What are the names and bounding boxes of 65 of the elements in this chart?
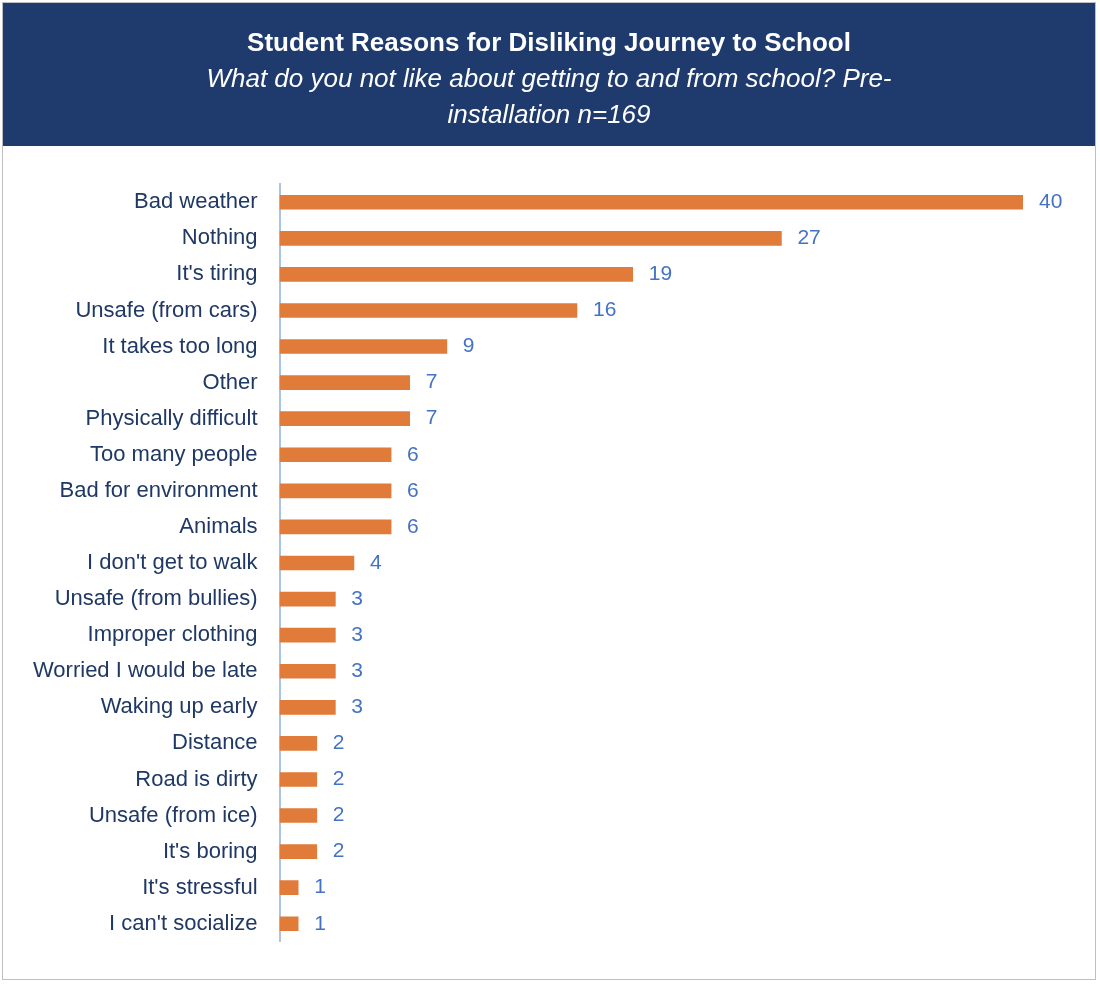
- bar: [279, 230, 782, 246]
- y-tick-label: It takes too long: [102, 332, 258, 358]
- bar: [279, 267, 634, 282]
- data-label: 1: [314, 874, 326, 898]
- y-tick-label: Distance: [172, 729, 258, 755]
- y-tick-label: It's boring: [162, 837, 258, 863]
- data-label: 2: [332, 838, 345, 862]
- y-tick-label: Other: [202, 368, 258, 394]
- bar: [279, 519, 392, 535]
- y-tick-label: Bad weather: [134, 188, 258, 214]
- data-label: 6: [407, 513, 419, 537]
- y-tick-label: It's stressful: [142, 873, 258, 899]
- bar: [279, 303, 578, 318]
- data-label: 9: [462, 333, 475, 357]
- bar: [279, 916, 299, 932]
- data-label: 4: [369, 549, 382, 573]
- data-label: 6: [407, 477, 419, 501]
- y-tick-label: Road is dirty: [135, 765, 258, 791]
- bar: [279, 808, 318, 823]
- y-tick-label: Physically difficult: [85, 404, 258, 430]
- y-tick-label: It's tiring: [176, 260, 258, 286]
- bar: [279, 699, 336, 715]
- chart-title: Student Reasons for Disliking Journey to School: [246, 27, 852, 58]
- data-label: 27: [797, 225, 821, 249]
- data-label: 3: [351, 658, 364, 682]
- data-label: 2: [332, 802, 345, 826]
- bar: [279, 627, 336, 643]
- data-label: 1: [314, 910, 326, 934]
- bar: [279, 772, 318, 787]
- y-tick-label: Worried I would be late: [32, 657, 258, 683]
- y-tick-label: Too many people: [90, 440, 258, 466]
- data-label: 2: [332, 730, 345, 754]
- data-label: 2: [332, 766, 345, 790]
- data-label: 3: [351, 585, 364, 609]
- bar: [279, 194, 1023, 210]
- data-label: 19: [648, 261, 673, 285]
- y-tick-label: Unsafe (from ice): [88, 801, 258, 827]
- bar: [279, 339, 448, 354]
- data-label: 40: [1039, 189, 1063, 213]
- data-label: 3: [351, 694, 364, 718]
- data-label: 7: [425, 369, 438, 393]
- data-label: 6: [407, 441, 419, 465]
- bar: [279, 555, 355, 571]
- chart-subtitle: What do you not like about getting to and from school? Pre-installation n=169: [205, 62, 893, 131]
- bar: [279, 591, 336, 607]
- bar: [279, 447, 392, 463]
- y-tick-label: I can't socialize: [109, 909, 258, 935]
- bar: [279, 375, 411, 390]
- bar: [279, 844, 318, 859]
- bar: [279, 880, 299, 896]
- bar: [279, 411, 411, 427]
- y-tick-label: I don't get to walk: [87, 549, 259, 575]
- bar: [279, 663, 336, 679]
- y-tick-label: Unsafe (from bullies): [54, 585, 258, 611]
- data-label: 16: [592, 297, 617, 321]
- data-label: 3: [351, 621, 364, 645]
- data-label: 7: [425, 405, 438, 429]
- y-tick-label: Unsafe (from cars): [75, 296, 258, 322]
- y-tick-label: Waking up early: [100, 693, 258, 719]
- bar: [279, 483, 392, 499]
- y-tick-label: Bad for environment: [59, 476, 258, 502]
- y-tick-label: Improper clothing: [87, 621, 258, 647]
- y-tick-label: Nothing: [181, 224, 258, 250]
- y-tick-label: Animals: [179, 512, 258, 538]
- bar: [279, 736, 318, 751]
